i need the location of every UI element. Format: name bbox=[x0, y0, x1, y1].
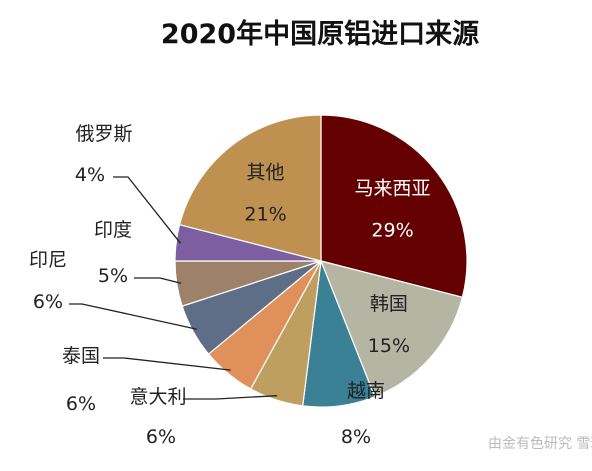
leader-line-3 bbox=[183, 395, 278, 400]
leader-lines bbox=[69, 176, 278, 400]
leader-line-5 bbox=[69, 303, 198, 330]
slice-label-3: 意大利 bbox=[129, 386, 186, 408]
slice-value-5: 6% bbox=[33, 291, 63, 313]
slice-label-7: 俄罗斯 bbox=[75, 123, 132, 145]
slice-label-6: 印度 bbox=[94, 219, 132, 241]
leader-line-6 bbox=[134, 277, 182, 284]
slice-value-4: 6% bbox=[66, 393, 96, 415]
slice-8 bbox=[178, 114, 322, 262]
slice-value-8: 21% bbox=[244, 203, 286, 225]
watermark: 由金有色研究 雪球 bbox=[488, 435, 592, 452]
slice-value-7: 4% bbox=[75, 164, 105, 186]
slice-value-3: 6% bbox=[146, 426, 176, 448]
slice-label-5: 印尼 bbox=[29, 249, 67, 271]
slice-value-6: 5% bbox=[98, 265, 128, 287]
slice-value-2: 8% bbox=[341, 426, 371, 448]
slice-value-1: 15% bbox=[368, 335, 410, 357]
pie-slices bbox=[174, 114, 468, 408]
slice-value-0: 29% bbox=[371, 220, 413, 242]
slice-label-1: 韩国 bbox=[370, 293, 408, 315]
leader-line-4 bbox=[103, 357, 231, 371]
chart-title: 2020年中国原铝进口来源 bbox=[161, 18, 479, 50]
slice-label-4: 泰国 bbox=[62, 345, 100, 367]
leader-line-7 bbox=[113, 176, 182, 244]
slice-1 bbox=[320, 260, 464, 398]
slice-labels: 马来西亚 29% 韩国 15% 越南 8% 意大利 6% 泰国 6% 印尼 6% 印度 5% 俄罗斯 4% 其他… bbox=[29, 123, 431, 448]
slice-0 bbox=[320, 114, 468, 299]
slice-label-8: 其他 bbox=[247, 161, 285, 183]
slice-label-0: 马来西亚 bbox=[355, 178, 431, 200]
slice-label-2: 越南 bbox=[347, 380, 385, 402]
